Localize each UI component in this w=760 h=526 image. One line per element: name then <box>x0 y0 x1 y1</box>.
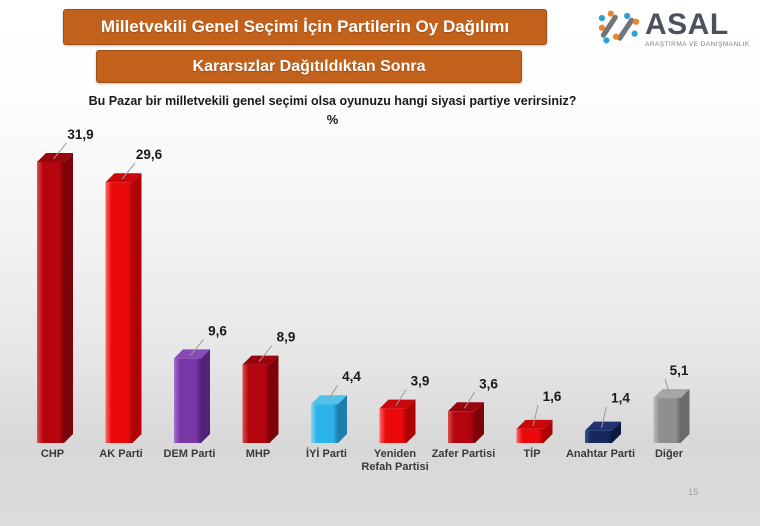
category-label-Anahtar Parti: Anahtar Parti <box>566 448 635 460</box>
title-banner-label: Milletvekili Genel Seçimi İçin Partileri… <box>100 17 510 36</box>
bar-AK Parti: 29,6 AK Parti <box>99 147 162 460</box>
category-label-Yeniden Refah Partisi: Yeniden Refah Partisi <box>361 448 428 473</box>
category-label-Zafer Partisi: Zafer Partisi <box>432 448 496 460</box>
subtitle-banner: Kararsızlar Dağıtıldıktan Sonra <box>96 50 522 83</box>
page-number: 15 <box>688 487 699 498</box>
value-label-DEM Parti: 9,6 <box>208 323 227 338</box>
asal-logo: ASAL ARAŞTIRMA VE DANIŞMANLIK <box>596 6 750 53</box>
category-label-CHP: CHP <box>41 448 64 460</box>
category-label-İYİ Parti: İYİ Parti <box>306 447 347 460</box>
asal-logo-text: ASAL ARAŞTIRMA VE DANIŞMANLIK <box>645 10 750 49</box>
percent-unit-label: % <box>326 112 339 127</box>
category-label-DEM Parti: DEM Parti <box>164 448 216 460</box>
category-label-Diğer: Diğer <box>655 448 684 460</box>
bar-Diğer: 5,1 Diğer <box>653 363 690 460</box>
asal-logo-tagline: ARAŞTIRMA VE DANIŞMANLIK <box>645 41 750 49</box>
bar-CHP: 31,9 CHP <box>37 127 94 460</box>
title-banner: Milletvekili Genel Seçimi İçin Partileri… <box>63 9 547 45</box>
value-label-Anahtar Parti: 1,4 <box>611 391 630 406</box>
asal-logo-name: ASAL <box>645 8 729 42</box>
value-label-CHP: 31,9 <box>67 127 93 142</box>
value-label-MHP: 8,9 <box>277 330 296 345</box>
value-label-Yeniden Refah Partisi: 3,9 <box>411 374 430 389</box>
subtitle-banner-label: Kararsızlar Dağıtıldıktan Sonra <box>192 57 426 75</box>
bar-TİP: 1,6 TİP <box>516 389 562 460</box>
value-label-İYİ Parti: 4,4 <box>342 369 361 384</box>
category-label-TİP: TİP <box>523 447 540 460</box>
bar-İYİ Parti: 4,4 İYİ Parti <box>306 369 361 460</box>
value-label-AK Parti: 29,6 <box>136 147 163 162</box>
bar-Anahtar Parti: 1,4 Anahtar Parti <box>566 391 635 460</box>
bar-Zafer Partisi: 3,6 Zafer Partisi <box>432 376 499 460</box>
bar-Yeniden Refah Partisi: 3,9 Yeniden Refah Partisi <box>361 374 429 473</box>
category-label-AK Parti: AK Parti <box>99 448 142 460</box>
category-label-MHP: MHP <box>246 448 270 460</box>
value-label-Diğer: 5,1 <box>670 363 689 378</box>
value-label-Zafer Partisi: 3,6 <box>479 376 498 391</box>
asal-logo-icon <box>596 6 642 53</box>
bar-DEM Parti: 9,6 DEM Parti <box>164 323 228 460</box>
value-label-TİP: 1,6 <box>543 389 562 404</box>
survey-question: Bu Pazar bir milletvekili genel seçimi o… <box>88 94 577 108</box>
bar-MHP: 8,9 MHP <box>242 330 296 460</box>
